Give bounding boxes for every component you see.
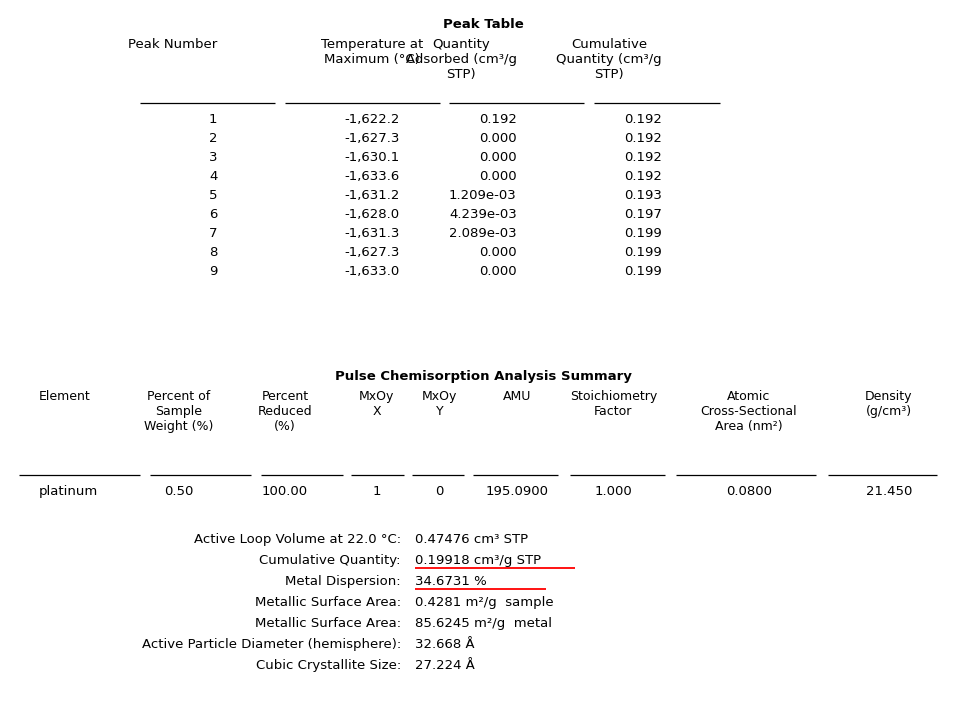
Text: 4: 4 bbox=[209, 170, 217, 183]
Text: MxOy
X: MxOy X bbox=[359, 390, 394, 418]
Text: 0.192: 0.192 bbox=[624, 170, 662, 183]
Text: 1: 1 bbox=[373, 485, 381, 498]
Text: 9: 9 bbox=[209, 265, 217, 278]
Text: Peak Number: Peak Number bbox=[128, 38, 217, 51]
Text: 0.000: 0.000 bbox=[479, 132, 517, 145]
Text: 0.000: 0.000 bbox=[479, 246, 517, 259]
Text: -1,633.6: -1,633.6 bbox=[344, 170, 400, 183]
Text: 8: 8 bbox=[209, 246, 217, 259]
Text: platinum: platinum bbox=[39, 485, 98, 498]
Text: Cumulative
Quantity (cm³/g
STP): Cumulative Quantity (cm³/g STP) bbox=[556, 38, 662, 81]
Text: Element: Element bbox=[39, 390, 91, 403]
Text: 21.450: 21.450 bbox=[866, 485, 912, 498]
Text: -1,622.2: -1,622.2 bbox=[344, 113, 400, 126]
Text: 4.239e-03: 4.239e-03 bbox=[449, 208, 517, 221]
Text: Metal Dispersion:: Metal Dispersion: bbox=[285, 575, 401, 588]
Text: Peak Table: Peak Table bbox=[442, 18, 524, 31]
Text: 0.193: 0.193 bbox=[624, 189, 662, 202]
Text: -1,630.1: -1,630.1 bbox=[344, 151, 400, 164]
Text: -1,631.3: -1,631.3 bbox=[344, 227, 400, 240]
Text: AMU: AMU bbox=[502, 390, 531, 403]
Text: 27.224 Å: 27.224 Å bbox=[415, 659, 475, 672]
Text: Cumulative Quantity:: Cumulative Quantity: bbox=[260, 554, 401, 567]
Text: -1,627.3: -1,627.3 bbox=[344, 246, 400, 259]
Text: 0.192: 0.192 bbox=[624, 132, 662, 145]
Text: Metallic Surface Area:: Metallic Surface Area: bbox=[255, 596, 401, 609]
Text: 0.19918 cm³/g STP: 0.19918 cm³/g STP bbox=[415, 554, 542, 567]
Text: 0.199: 0.199 bbox=[624, 246, 662, 259]
Text: 195.0900: 195.0900 bbox=[485, 485, 549, 498]
Text: Stoichiometry
Factor: Stoichiometry Factor bbox=[570, 390, 657, 418]
Text: 0.47476 cm³ STP: 0.47476 cm³ STP bbox=[415, 533, 528, 546]
Text: 100.00: 100.00 bbox=[262, 485, 308, 498]
Text: 0.192: 0.192 bbox=[479, 113, 517, 126]
Text: 0.192: 0.192 bbox=[624, 151, 662, 164]
Text: 2: 2 bbox=[209, 132, 217, 145]
Text: 1.209e-03: 1.209e-03 bbox=[449, 189, 517, 202]
Text: -1,627.3: -1,627.3 bbox=[344, 132, 400, 145]
Text: 3: 3 bbox=[209, 151, 217, 164]
Text: Metallic Surface Area:: Metallic Surface Area: bbox=[255, 617, 401, 630]
Text: 6: 6 bbox=[209, 208, 217, 221]
Text: 0.199: 0.199 bbox=[624, 227, 662, 240]
Text: Cubic Crystallite Size:: Cubic Crystallite Size: bbox=[256, 659, 401, 672]
Text: -1,631.2: -1,631.2 bbox=[344, 189, 400, 202]
Text: Temperature at
Maximum (°C): Temperature at Maximum (°C) bbox=[321, 38, 423, 66]
Text: 0.0800: 0.0800 bbox=[725, 485, 772, 498]
Text: Density
(g/cm³): Density (g/cm³) bbox=[865, 390, 913, 418]
Text: 0.192: 0.192 bbox=[624, 113, 662, 126]
Text: 1.000: 1.000 bbox=[594, 485, 633, 498]
Text: Atomic
Cross-Sectional
Area (nm²): Atomic Cross-Sectional Area (nm²) bbox=[700, 390, 797, 433]
Text: Percent
Reduced
(%): Percent Reduced (%) bbox=[258, 390, 312, 433]
Text: MxOy
Y: MxOy Y bbox=[422, 390, 457, 418]
Text: 1: 1 bbox=[209, 113, 217, 126]
Text: 0.50: 0.50 bbox=[164, 485, 193, 498]
Text: -1,633.0: -1,633.0 bbox=[344, 265, 400, 278]
Text: 0: 0 bbox=[436, 485, 443, 498]
Text: 0.000: 0.000 bbox=[479, 265, 517, 278]
Text: 34.6731 %: 34.6731 % bbox=[415, 575, 487, 588]
Text: 85.6245 m²/g  metal: 85.6245 m²/g metal bbox=[415, 617, 553, 630]
Text: 0.197: 0.197 bbox=[624, 208, 662, 221]
Text: 0.199: 0.199 bbox=[624, 265, 662, 278]
Text: Percent of
Sample
Weight (%): Percent of Sample Weight (%) bbox=[144, 390, 213, 433]
Text: 0.000: 0.000 bbox=[479, 151, 517, 164]
Text: 0.000: 0.000 bbox=[479, 170, 517, 183]
Text: 7: 7 bbox=[209, 227, 217, 240]
Text: -1,628.0: -1,628.0 bbox=[344, 208, 400, 221]
Text: Active Particle Diameter (hemisphere):: Active Particle Diameter (hemisphere): bbox=[142, 638, 401, 651]
Text: 5: 5 bbox=[209, 189, 217, 202]
Text: Pulse Chemisorption Analysis Summary: Pulse Chemisorption Analysis Summary bbox=[334, 370, 632, 383]
Text: 2.089e-03: 2.089e-03 bbox=[449, 227, 517, 240]
Text: 32.668 Å: 32.668 Å bbox=[415, 638, 475, 651]
Text: Active Loop Volume at 22.0 °C:: Active Loop Volume at 22.0 °C: bbox=[194, 533, 401, 546]
Text: Quantity
Adsorbed (cm³/g
STP): Quantity Adsorbed (cm³/g STP) bbox=[406, 38, 517, 81]
Text: 0.4281 m²/g  sample: 0.4281 m²/g sample bbox=[415, 596, 554, 609]
